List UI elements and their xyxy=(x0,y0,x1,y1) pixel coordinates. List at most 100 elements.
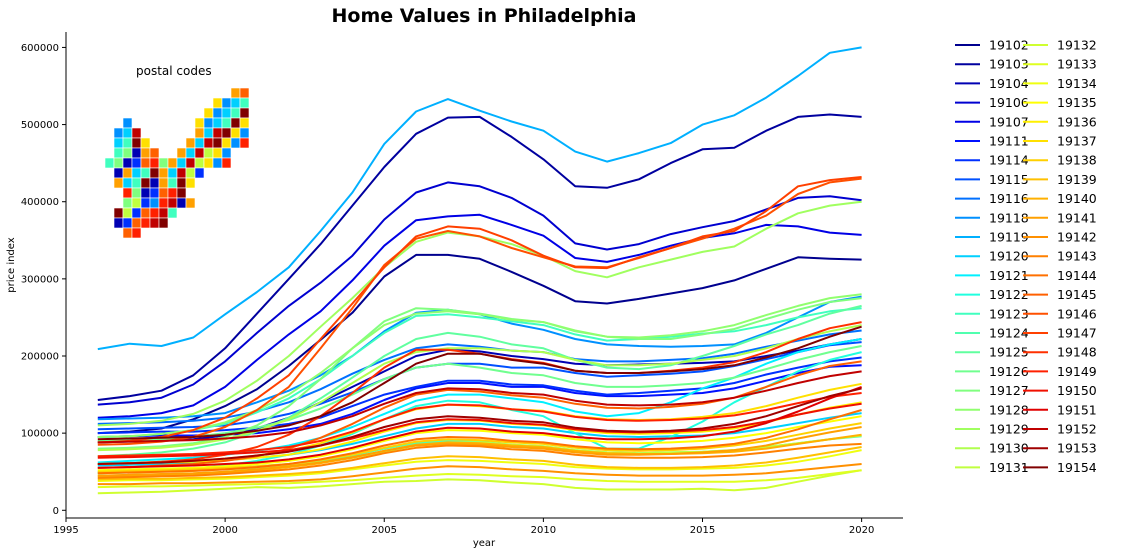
postal-code-region xyxy=(122,227,133,239)
postal-code-region xyxy=(176,187,187,199)
postal-code-region xyxy=(230,107,241,119)
series-line-19107 xyxy=(97,213,862,419)
x-axis-label: year xyxy=(473,538,496,549)
postal-code-region xyxy=(149,217,160,229)
postal-code-region xyxy=(194,157,205,169)
legend-label-19102: 19102 xyxy=(989,38,1029,53)
legend-label-19116: 19116 xyxy=(989,191,1029,206)
series-line-19103 xyxy=(97,113,862,401)
postal-code-region xyxy=(122,137,133,149)
postal-code-region xyxy=(185,177,196,189)
legend-label-19143: 19143 xyxy=(1057,249,1097,264)
postal-code-region xyxy=(149,157,160,169)
postal-code-region xyxy=(131,227,142,239)
series-line-19114 xyxy=(97,356,862,435)
series-line-19151 xyxy=(97,385,862,469)
legend-label-19137: 19137 xyxy=(1057,134,1097,149)
y-tick-label: 100000 xyxy=(21,429,59,440)
postal-code-region xyxy=(113,167,124,179)
postal-code-region xyxy=(122,117,133,129)
postal-code-region xyxy=(158,167,169,179)
postal-code-region xyxy=(203,157,214,169)
legend-label-19131: 19131 xyxy=(989,460,1029,475)
postal-code-region xyxy=(140,187,151,199)
postal-code-region xyxy=(239,87,250,99)
postal-code-region xyxy=(113,127,124,139)
legend-label-19121: 19121 xyxy=(989,268,1029,283)
postal-code-region xyxy=(230,117,241,129)
legend-label-19136: 19136 xyxy=(1057,114,1097,129)
postal-code-region xyxy=(158,207,169,219)
postal-code-region xyxy=(158,187,169,199)
legend-label-19120: 19120 xyxy=(989,249,1029,264)
postal-code-region xyxy=(149,167,160,179)
postal-code-region xyxy=(140,147,151,159)
legend-label-19150: 19150 xyxy=(1057,383,1097,398)
postal-code-region xyxy=(167,167,178,179)
postal-code-region xyxy=(113,177,124,189)
postal-code-region xyxy=(176,147,187,159)
series-line-19154 xyxy=(97,325,862,441)
legend-label-19145: 19145 xyxy=(1057,287,1097,302)
legend-label-19139: 19139 xyxy=(1057,172,1097,187)
series-line-19128 xyxy=(97,293,862,438)
legend-label-19142: 19142 xyxy=(1057,230,1097,245)
series-line-19139 xyxy=(97,446,862,481)
legend-label-19104: 19104 xyxy=(989,76,1029,91)
postal-code-region xyxy=(194,167,205,179)
series-line-19123 xyxy=(97,307,862,438)
postal-code-region xyxy=(167,187,178,199)
legend-label-19138: 19138 xyxy=(1057,153,1097,168)
legend-label-19127: 19127 xyxy=(989,383,1029,398)
legend-label-19148: 19148 xyxy=(1057,345,1097,360)
postal-code-region xyxy=(167,177,178,189)
legend-label-19123: 19123 xyxy=(989,306,1029,321)
y-axis-label: price index xyxy=(6,237,17,293)
postal-code-region xyxy=(122,177,133,189)
legend-label-19128: 19128 xyxy=(989,402,1029,417)
series-line-19141 xyxy=(97,426,862,477)
legend-label-19106: 19106 xyxy=(989,95,1029,110)
legend-label-19103: 19103 xyxy=(989,57,1029,72)
legend-label-19129: 19129 xyxy=(989,422,1029,437)
legend-label-19144: 19144 xyxy=(1057,268,1097,283)
legend-label-19146: 19146 xyxy=(1057,306,1097,321)
legend-label-19130: 19130 xyxy=(989,441,1029,456)
series-line-19102 xyxy=(97,253,862,435)
legend-label-19124: 19124 xyxy=(989,326,1029,341)
postal-code-region xyxy=(185,147,196,159)
postal-code-region xyxy=(131,167,142,179)
x-tick-label: 2005 xyxy=(372,525,397,536)
legend-label-19147: 19147 xyxy=(1057,326,1097,341)
series-line-19133 xyxy=(97,469,862,489)
postal-code-region xyxy=(203,117,214,129)
postal-code-region xyxy=(122,167,133,179)
postal-code-region xyxy=(131,197,142,209)
postal-code-region xyxy=(230,97,241,109)
legend-label-19118: 19118 xyxy=(989,210,1029,225)
postal-code-region xyxy=(149,147,160,159)
legend-label-19134: 19134 xyxy=(1057,76,1097,91)
series-lines xyxy=(97,46,862,495)
postal-code-region xyxy=(176,157,187,169)
postal-code-region xyxy=(176,167,187,179)
postal-code-region xyxy=(212,127,223,139)
postal-code-region xyxy=(230,137,241,149)
inset-title: postal codes xyxy=(136,64,212,78)
postal-code-map-inset: postal codes xyxy=(104,64,250,239)
postal-code-region xyxy=(131,207,142,219)
legend-label-19125: 19125 xyxy=(989,345,1029,360)
legend-label-19152: 19152 xyxy=(1057,422,1097,437)
postal-code-region xyxy=(140,157,151,169)
postal-code-region xyxy=(230,127,241,139)
series-line-19134 xyxy=(97,449,862,482)
chart-title: Home Values in Philadelphia xyxy=(331,5,636,27)
postal-code-region xyxy=(212,117,223,129)
postal-code-region xyxy=(221,117,232,129)
postal-code-region xyxy=(131,217,142,229)
postal-code-region xyxy=(203,137,214,149)
legend-label-19114: 19114 xyxy=(989,153,1029,168)
postal-code-region xyxy=(140,217,151,229)
legend-label-19107: 19107 xyxy=(989,114,1029,129)
postal-code-region xyxy=(212,147,223,159)
